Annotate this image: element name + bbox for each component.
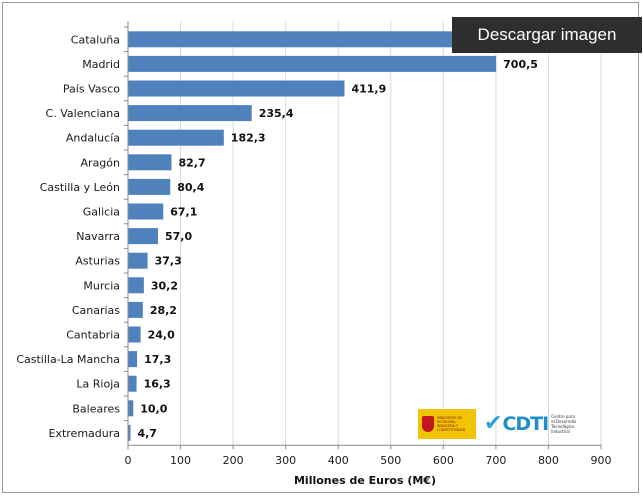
category-label-6: Castilla y León	[40, 181, 120, 194]
bar-14	[128, 375, 137, 392]
bar-12	[128, 326, 141, 343]
value-label-16: 4,7	[137, 427, 157, 440]
bar-chart: Cataluña Madrid 700,5 País Vasco 411,9 C. Val…	[16, 21, 612, 487]
download-image-button[interactable]: Descargar imagen	[452, 17, 642, 53]
bar-8	[128, 228, 158, 245]
category-label-13: Castilla-La Mancha	[16, 353, 120, 366]
bar-2	[128, 80, 345, 97]
bar-1	[128, 55, 497, 72]
chart-frame: Cataluña Madrid 700,5 País Vasco 411,9 C. Val…	[2, 2, 639, 493]
value-label-10: 30,2	[151, 279, 178, 292]
x-tick-label-900: 900	[591, 454, 612, 467]
cdti-logo-text: CDTI	[502, 413, 549, 435]
category-label-11: Canarias	[72, 304, 120, 317]
value-label-5: 82,7	[178, 156, 205, 169]
value-label-14: 16,3	[144, 378, 171, 391]
x-tick-label-800: 800	[538, 454, 559, 467]
x-tick-label-100: 100	[170, 454, 191, 467]
value-label-1: 700,5	[503, 58, 538, 71]
category-label-8: Navarra	[76, 230, 120, 243]
x-tick-label-0: 0	[125, 454, 132, 467]
bar-13	[128, 351, 138, 368]
cdti-logo: ✔ CDTI Centro para el Desarrollo Tecnoló…	[484, 411, 577, 436]
x-tick-label-200: 200	[223, 454, 244, 467]
category-label-12: Cantabria	[66, 329, 120, 342]
bar-9	[128, 252, 148, 269]
x-tick-label-500: 500	[380, 454, 401, 467]
bar-5	[128, 154, 172, 171]
category-label-0: Cataluña	[71, 33, 120, 46]
bar-10	[128, 277, 144, 294]
category-label-3: C. Valenciana	[46, 107, 120, 120]
value-label-9: 37,3	[155, 255, 182, 268]
value-label-2: 411,9	[351, 83, 386, 96]
category-label-16: Extremadura	[49, 427, 121, 440]
x-tick-label-400: 400	[328, 454, 349, 467]
bar-11	[128, 301, 143, 318]
value-label-13: 17,3	[144, 353, 171, 366]
category-label-4: Andalucía	[66, 132, 120, 145]
value-label-7: 67,1	[170, 206, 197, 219]
value-label-12: 24,0	[148, 329, 175, 342]
category-label-9: Asturias	[75, 255, 120, 268]
x-tick-label-600: 600	[433, 454, 454, 467]
category-label-1: Madrid	[82, 58, 120, 71]
checkmark-icon: ✔	[484, 411, 503, 436]
coat-of-arms-icon	[422, 416, 434, 432]
category-label-10: Murcia	[83, 279, 120, 292]
government-logo: MINISTERIO DE ECONOMÍA, INDUSTRIA Y COMP…	[418, 409, 476, 439]
category-label-14: La Rioja	[76, 378, 120, 391]
value-label-3: 235,4	[259, 107, 294, 120]
value-label-15: 10,0	[140, 402, 167, 415]
category-label-2: País Vasco	[63, 83, 120, 96]
x-tick-label-700: 700	[485, 454, 506, 467]
bar-16	[128, 424, 131, 441]
x-axis-title: Millones de Euros (M€)	[294, 474, 436, 487]
bar-4	[128, 129, 224, 146]
bar-15	[128, 400, 134, 417]
bar-6	[128, 178, 171, 195]
government-logo-text: MINISTERIO DE ECONOMÍA, INDUSTRIA Y COMP…	[437, 416, 466, 432]
bar-3	[128, 105, 252, 122]
bar-7	[128, 203, 164, 220]
value-label-6: 80,4	[177, 181, 204, 194]
bar-0	[128, 31, 517, 48]
value-label-8: 57,0	[165, 230, 192, 243]
value-label-11: 28,2	[150, 304, 177, 317]
x-tick-label-300: 300	[275, 454, 296, 467]
category-label-5: Aragón	[81, 156, 121, 169]
cdti-logo-subtitle: Centro para el Desarrollo Tecnológico In…	[551, 414, 577, 434]
category-label-15: Baleares	[72, 402, 120, 415]
value-label-4: 182,3	[231, 132, 266, 145]
sponsor-logos: MINISTERIO DE ECONOMÍA, INDUSTRIA Y COMP…	[418, 407, 588, 441]
category-label-7: Galicia	[83, 206, 120, 219]
